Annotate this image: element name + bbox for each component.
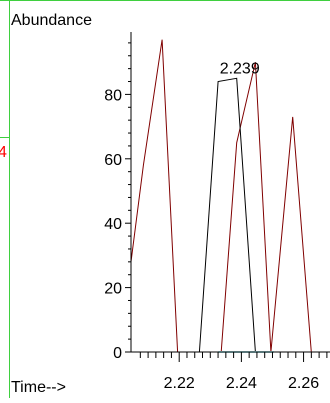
x-tick-label: 2.22: [164, 375, 195, 392]
y-tick-label: 80: [104, 87, 122, 104]
y-tick-label: 40: [104, 216, 122, 233]
x-tick-label: 2.24: [226, 375, 257, 392]
y-axis-title: Abundance: [11, 12, 92, 29]
y-tick-label: 20: [104, 281, 122, 298]
y-tick-label: 0: [113, 345, 122, 362]
x-axis-title: Time-->: [11, 379, 66, 396]
y-tick-label: 60: [104, 152, 122, 169]
peak-annotation: 2.239: [220, 60, 260, 77]
edge-marker-label: 4: [0, 144, 7, 161]
x-tick-label: 2.26: [288, 375, 319, 392]
series-line-1: [130, 39, 312, 353]
